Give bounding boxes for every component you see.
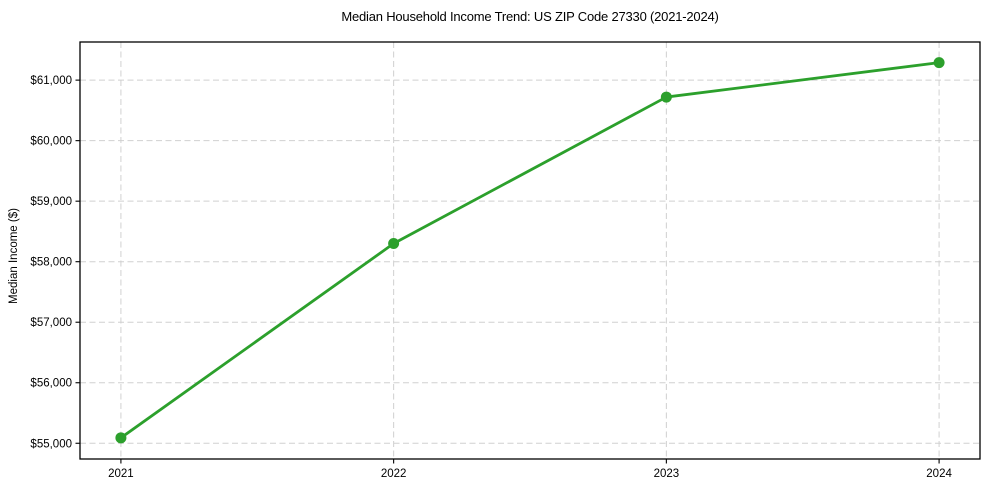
data-point-marker (933, 57, 945, 69)
y-tick-label: $57,000 (30, 317, 72, 329)
y-tick-label: $56,000 (30, 378, 72, 390)
data-point-marker (388, 238, 400, 250)
x-tick-label: 2022 (381, 468, 407, 480)
y-tick-label: $59,000 (30, 196, 72, 208)
y-tick-label: $61,000 (30, 75, 72, 87)
trend-line (119, 61, 941, 440)
y-tick-label: $60,000 (30, 136, 72, 148)
data-point-marker (660, 91, 672, 103)
x-tick-label: 2023 (654, 468, 680, 480)
x-tick-label: 2021 (108, 468, 134, 480)
x-tick-label: 2024 (926, 468, 952, 480)
chart-title: Median Household Income Trend: US ZIP Co… (341, 9, 719, 24)
plot-border (79, 41, 981, 460)
plot-area (80, 42, 980, 459)
y-tick-label: $58,000 (30, 257, 72, 269)
data-point-marker (115, 432, 127, 444)
y-axis-label: Median Income ($) (8, 208, 20, 304)
y-tick-label: $55,000 (30, 438, 72, 450)
